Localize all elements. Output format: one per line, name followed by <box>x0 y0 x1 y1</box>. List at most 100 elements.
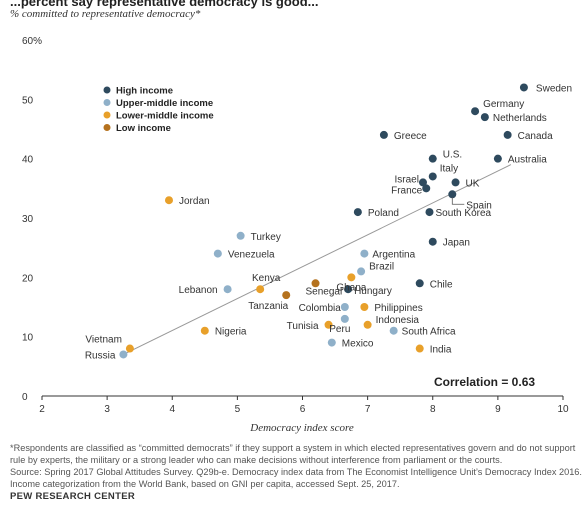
point-label-spain: Spain <box>466 200 492 211</box>
data-point-ghana <box>347 273 356 282</box>
legend-swatch-lower-middle <box>103 111 111 119</box>
y-tick-label: 60% <box>22 36 42 47</box>
data-point-japan <box>428 237 437 246</box>
source-line-1: Source: Spring 2017 Global Attitudes Sur… <box>10 467 582 477</box>
scatter-plot: 2 3 4 5 6 7 8 9 10 0 10 20 30 40 50 60% Sweden Germany Ne… <box>22 36 572 434</box>
point-label-poland: Poland <box>368 208 399 219</box>
y-tick-label: 30 <box>22 214 34 225</box>
point-label-uk: UK <box>466 178 480 189</box>
x-tick-label: 9 <box>495 404 501 415</box>
data-point-brazil <box>357 267 366 276</box>
data-point-argentina <box>360 249 369 258</box>
point-label-germany: Germany <box>483 99 524 110</box>
point-label-venezuela: Venezuela <box>228 250 275 261</box>
point-label-south-korea: South Korea <box>435 208 491 219</box>
point-label-south-africa: South Africa <box>402 327 456 338</box>
x-tick-label: 5 <box>235 404 241 415</box>
point-label-sweden: Sweden <box>536 83 572 94</box>
trend-line <box>123 164 512 355</box>
data-point-vietnam <box>125 344 134 353</box>
point-label-russia: Russia <box>85 350 116 361</box>
x-tick-label: 10 <box>557 404 569 415</box>
data-point-spain <box>448 190 457 199</box>
data-point-senegal <box>311 279 320 288</box>
data-point-lebanon <box>223 285 232 294</box>
y-tick-label: 50 <box>22 95 34 106</box>
point-label-kenya: Kenya <box>252 273 281 284</box>
data-point-sweden <box>519 83 528 92</box>
point-label-vietnam: Vietnam <box>85 335 122 346</box>
point-label-chile: Chile <box>430 279 453 290</box>
point-label-greece: Greece <box>394 131 427 142</box>
point-label-netherlands: Netherlands <box>493 113 547 124</box>
data-point-peru <box>340 314 349 323</box>
point-label-hungary: Hungary <box>354 286 392 297</box>
point-label-u-s: U.S. <box>443 150 462 161</box>
data-point-venezuela <box>213 249 222 258</box>
data-point-france <box>422 184 431 193</box>
x-tick-label: 7 <box>365 404 371 415</box>
data-point-colombia <box>340 303 349 311</box>
x-axis-title: Democracy index score <box>249 422 354 434</box>
y-tick-label: 40 <box>22 155 34 166</box>
data-point-australia <box>493 154 502 163</box>
data-point-canada <box>503 130 512 139</box>
data-point-u-s <box>428 154 437 163</box>
point-label-philippines: Philippines <box>374 303 422 314</box>
data-point-south-korea <box>425 208 434 217</box>
point-label-ghana: Ghana <box>336 282 366 293</box>
data-point-mexico <box>327 338 336 347</box>
point-label-lebanon: Lebanon <box>179 285 218 296</box>
data-point-south-africa <box>389 326 398 335</box>
y-tick-label: 10 <box>22 333 34 344</box>
data-point-philippines <box>360 303 369 311</box>
legend-swatch-high <box>103 86 111 94</box>
point-label-jordan: Jordan <box>179 196 210 207</box>
point-label-australia: Australia <box>508 155 547 166</box>
legend-label-high: High income <box>116 86 173 97</box>
data-point-germany <box>471 107 480 116</box>
data-point-india <box>415 344 424 353</box>
y-tick-label: 0 <box>22 392 28 403</box>
header-partial: ...percent say representative democracy … <box>10 0 319 9</box>
x-tick-label: 6 <box>300 404 306 415</box>
footnote-block: *Respondents are classified as “committe… <box>10 442 582 490</box>
point-label-turkey: Turkey <box>251 232 281 243</box>
data-point-kenya <box>256 285 265 294</box>
data-point-italy <box>428 172 437 181</box>
data-point-jordan <box>164 196 173 205</box>
point-label-canada: Canada <box>518 131 553 142</box>
x-tick-label: 8 <box>430 404 436 415</box>
data-point-uk <box>451 178 460 187</box>
x-tick-label: 2 <box>39 404 45 415</box>
footnote-text: *Respondents are classified as “committe… <box>10 443 576 465</box>
point-label-peru: Peru <box>329 324 350 335</box>
point-label-tanzania: Tanzania <box>248 301 288 312</box>
y-tick-label: 20 <box>22 273 34 284</box>
correlation-annotation: Correlation = 0.63 <box>434 375 535 389</box>
data-point-poland <box>353 208 362 217</box>
data-point-tanzania <box>282 291 291 300</box>
data-point-turkey <box>236 231 245 240</box>
legend-label-upper-middle: Upper-middle income <box>116 98 213 109</box>
data-point-indonesia <box>363 320 372 329</box>
point-label-colombia: Colombia <box>299 303 342 314</box>
x-tick-label: 3 <box>104 404 110 415</box>
spain-leader-line <box>451 197 465 205</box>
point-label-israel: Israel <box>395 174 419 185</box>
source-line-2: Income categorization from the World Ban… <box>10 479 400 489</box>
legend-label-lower-middle: Lower-middle income <box>116 111 214 122</box>
point-label-argentina: Argentina <box>372 250 415 261</box>
data-point-israel <box>418 178 427 187</box>
data-point-greece <box>379 130 388 139</box>
organization-name: PEW RESEARCH CENTER <box>10 491 135 502</box>
data-point-nigeria <box>200 326 209 335</box>
data-point-netherlands <box>480 113 489 122</box>
point-label-mexico: Mexico <box>342 339 374 350</box>
legend-swatch-low <box>103 124 111 131</box>
data-point-tunisia <box>324 320 333 329</box>
data-point-chile <box>415 279 424 288</box>
point-label-nigeria: Nigeria <box>215 327 247 338</box>
data-point-russia <box>119 350 128 359</box>
